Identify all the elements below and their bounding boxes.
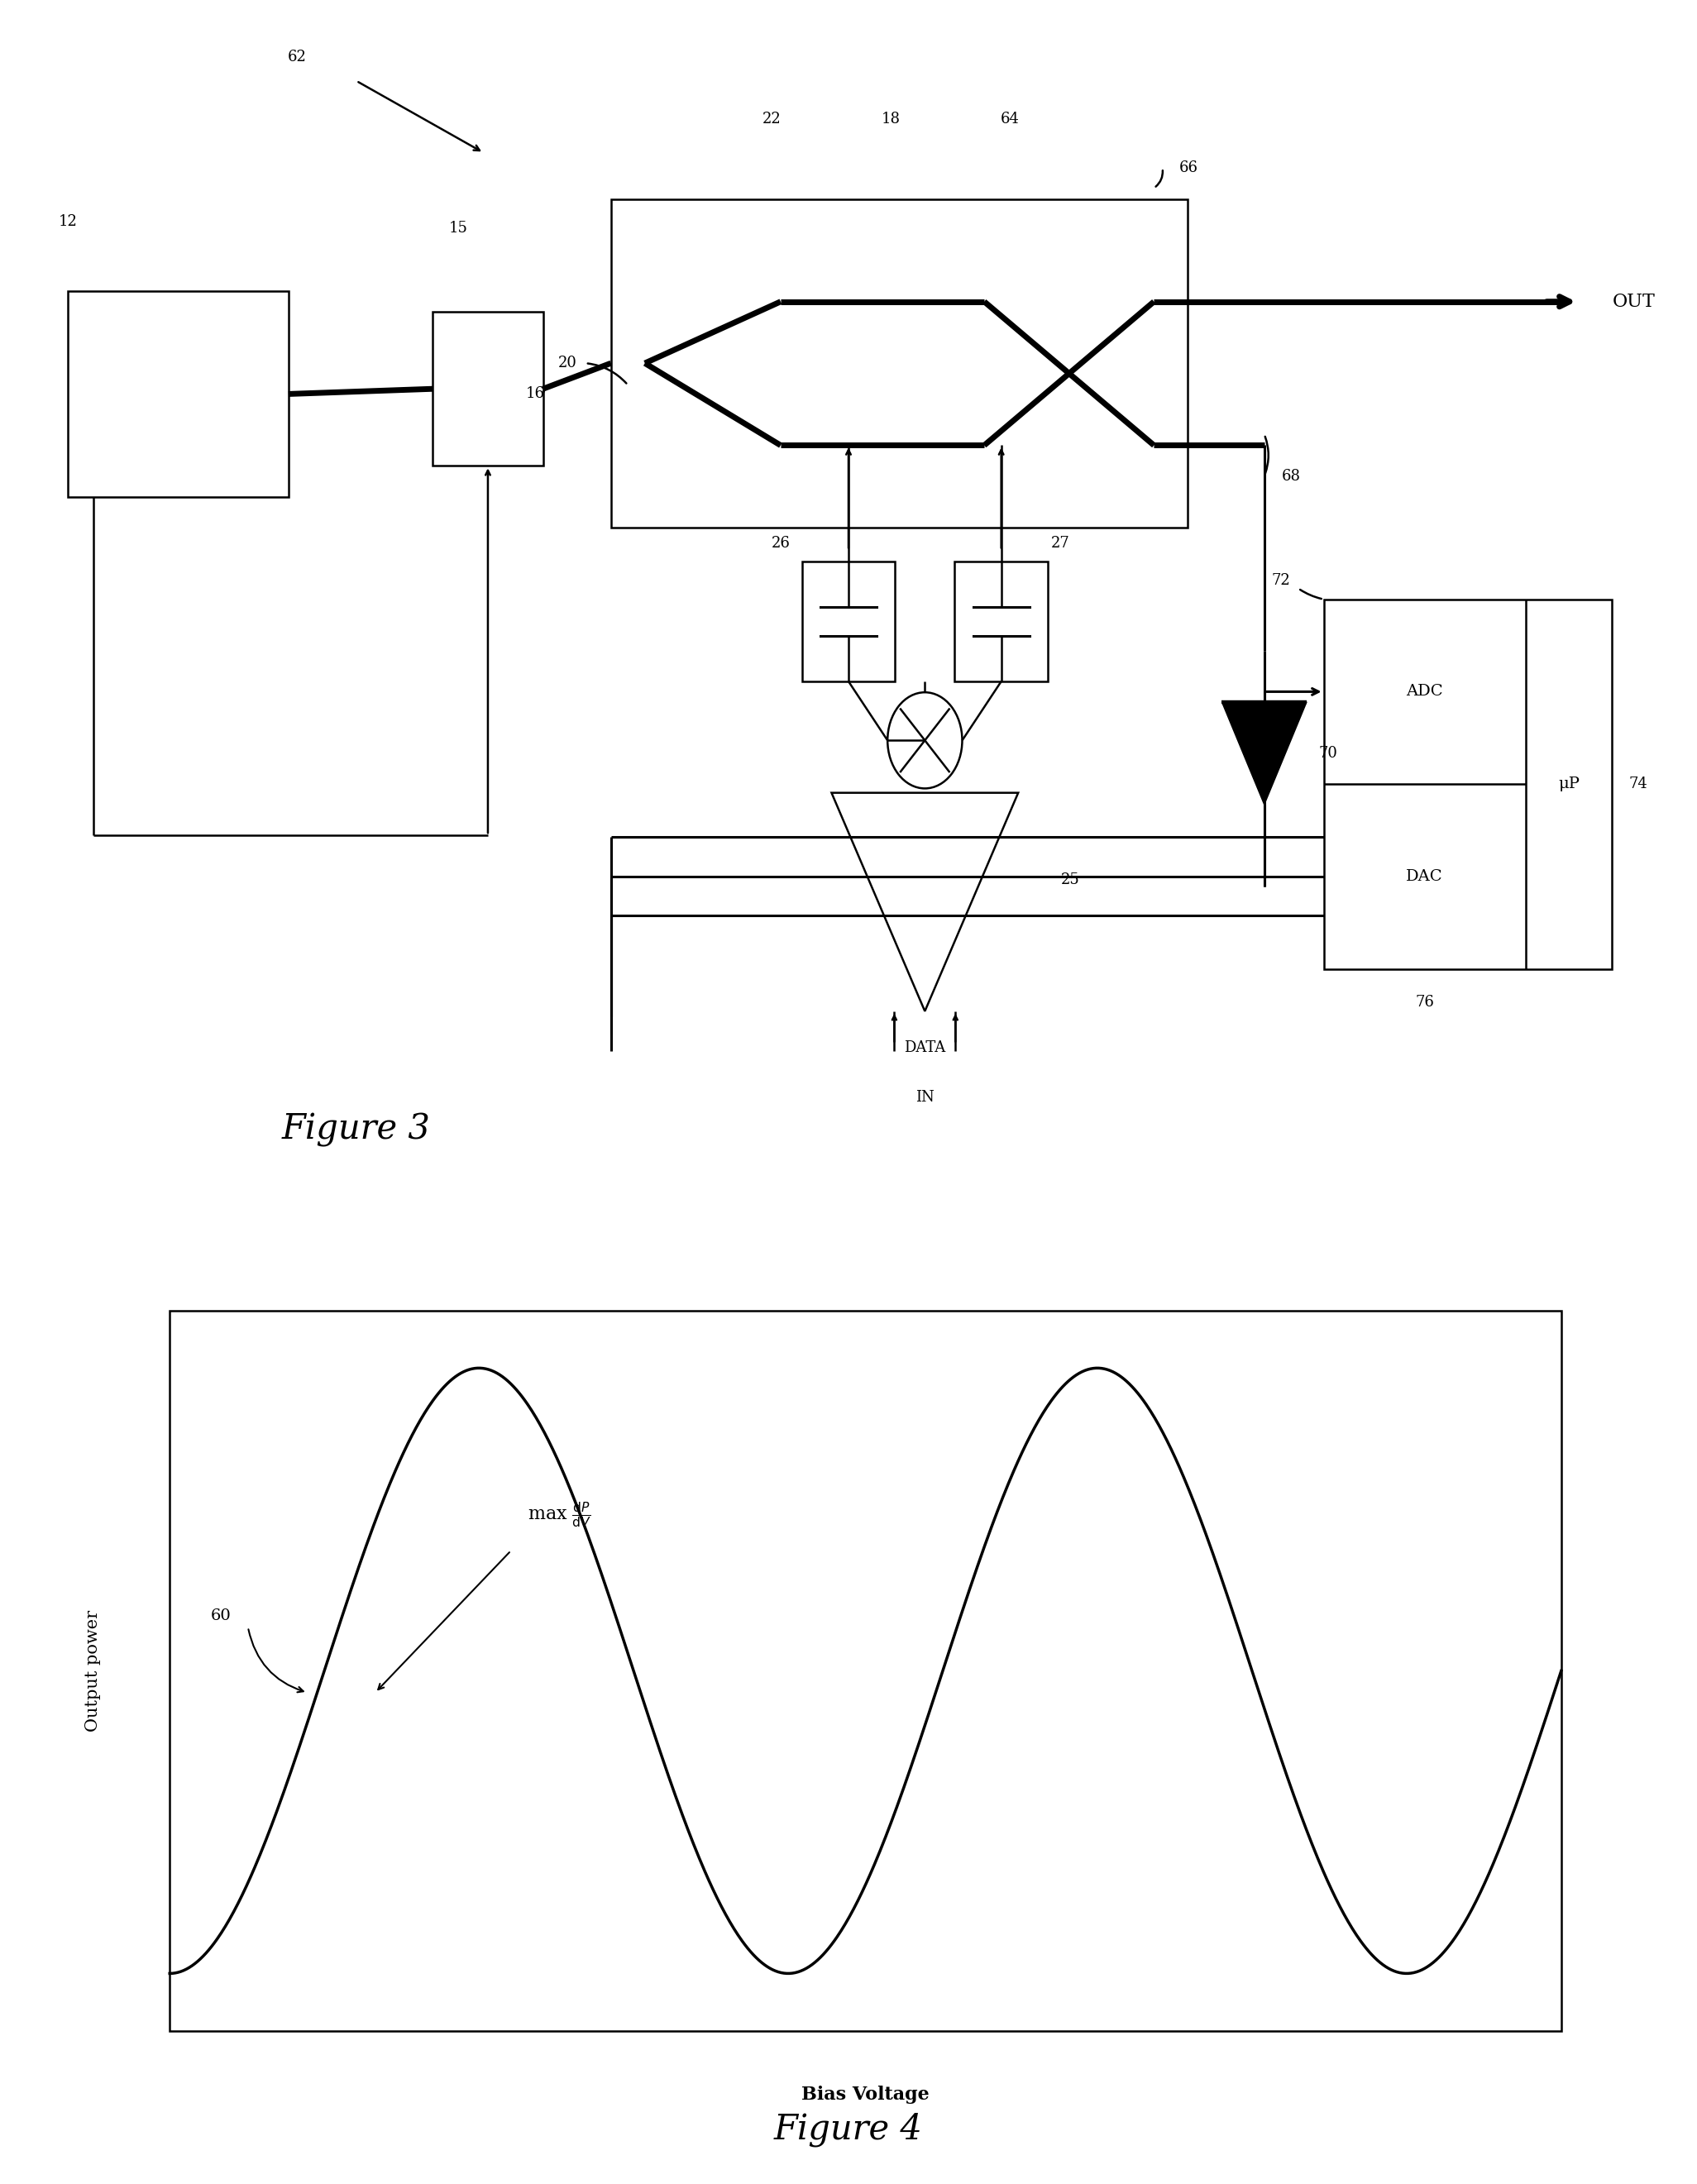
Text: 74: 74 <box>1629 778 1648 791</box>
Text: DATA: DATA <box>905 1040 945 1055</box>
Text: Bias Voltage: Bias Voltage <box>801 2086 930 2103</box>
Text: 26: 26 <box>770 535 791 550</box>
Text: 76: 76 <box>1415 996 1434 1009</box>
Text: 22: 22 <box>762 111 782 127</box>
Text: 15: 15 <box>448 221 468 236</box>
Text: max $\frac{\mathrm{d}P}{\mathrm{d}V}$: max $\frac{\mathrm{d}P}{\mathrm{d}V}$ <box>528 1500 592 1529</box>
Text: 66: 66 <box>1179 162 1198 175</box>
Text: Output power: Output power <box>85 1610 102 1732</box>
Text: 68: 68 <box>1281 470 1300 483</box>
Text: 12: 12 <box>58 214 78 229</box>
Bar <box>1324 598 1612 970</box>
Polygon shape <box>832 793 1018 1011</box>
Bar <box>801 561 894 681</box>
Text: IN: IN <box>915 1090 935 1105</box>
Text: Figure 3: Figure 3 <box>282 1112 431 1147</box>
Text: 20: 20 <box>558 356 577 371</box>
Bar <box>611 199 1188 529</box>
Text: 64: 64 <box>1000 111 1020 127</box>
Bar <box>954 561 1049 681</box>
Text: ADC: ADC <box>1407 684 1442 699</box>
Text: 60: 60 <box>210 1610 231 1623</box>
Text: 16: 16 <box>526 387 545 402</box>
Text: DAC: DAC <box>1407 869 1442 885</box>
Text: 70: 70 <box>1319 745 1337 760</box>
Text: 27: 27 <box>1050 535 1071 550</box>
Text: 72: 72 <box>1271 574 1291 587</box>
Bar <box>68 290 288 496</box>
Text: 25: 25 <box>1061 874 1079 887</box>
Text: 62: 62 <box>287 50 307 66</box>
Bar <box>433 312 543 465</box>
Text: Figure 4: Figure 4 <box>774 2112 923 2147</box>
Bar <box>170 1310 1561 2031</box>
Text: OUT: OUT <box>1612 293 1655 310</box>
Text: μP: μP <box>1558 778 1580 791</box>
Polygon shape <box>1222 701 1307 804</box>
Text: 18: 18 <box>881 111 901 127</box>
